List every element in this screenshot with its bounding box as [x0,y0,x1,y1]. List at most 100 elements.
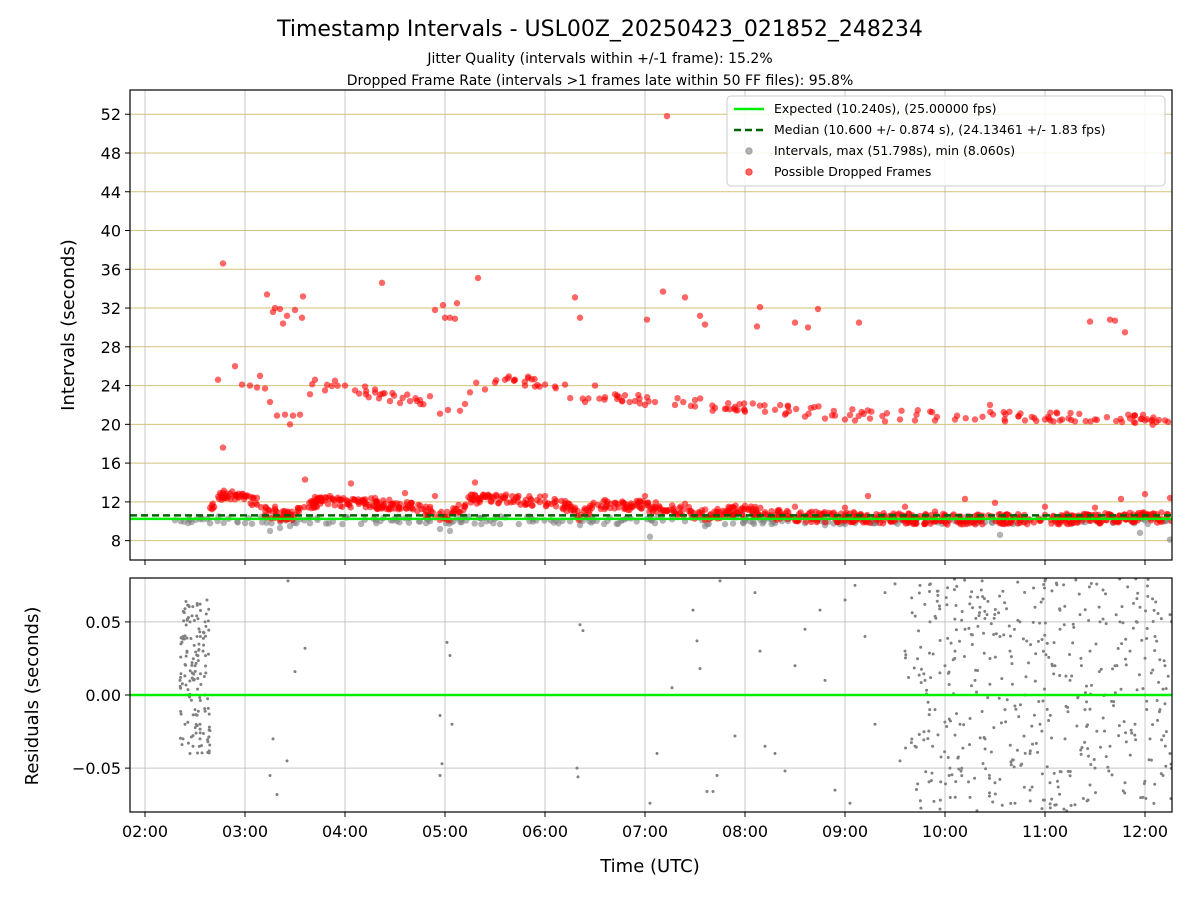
legend-frame [726,95,1166,187]
residual-point [1138,605,1142,609]
residual-point [705,790,709,794]
residual-point [1042,687,1046,691]
dropped-frame-point [622,505,629,512]
dropped-frame-point [713,508,721,515]
top-axes-frame [129,89,1173,561]
residual-point [954,603,958,607]
residual-point [988,656,992,660]
residual-point [1064,704,1068,708]
dropped-frame-point [792,405,800,413]
dropped-frame-point [365,393,372,401]
residual-point [843,598,847,602]
dropped-frame-point [552,503,560,510]
residual-point [1012,627,1016,631]
residual-point [758,649,762,653]
dropped-frame-point [1121,329,1129,336]
residual-point [180,682,184,686]
residual-point [1085,700,1089,704]
residual-point [955,584,959,588]
residual-point [1099,667,1103,671]
residual-point [1101,716,1105,720]
residual-point [1095,729,1099,733]
residual-point [977,614,981,618]
residual-point [198,634,202,638]
interval-point [268,519,275,527]
x-tick-label: 03:00 [222,822,268,841]
residual-point [971,606,975,610]
dropped-frame-point [566,500,573,508]
dropped-frame-point [989,411,997,418]
dropped-frame-point [361,383,369,390]
residual-point [929,676,933,680]
dropped-frame-point [741,502,749,509]
residual-point [927,713,931,717]
residual-point [958,639,962,643]
dropped-frame-point [1021,417,1029,424]
residual-point [1062,623,1066,627]
residual-point [1140,638,1144,642]
residual-point [989,750,993,754]
dropped-frame-point [643,316,651,323]
residual-point [1016,618,1020,622]
residual-point [907,675,911,679]
residual-point [992,726,996,730]
residual-point [952,578,956,581]
dropped-frame-point [911,417,919,424]
residual-point [1016,580,1020,584]
dropped-frame-point [331,501,338,509]
top-y-tick-label: 28 [101,338,121,357]
residual-point [1155,698,1159,702]
interval-point [286,522,294,530]
residual-point [1068,653,1072,657]
residual-point [1162,734,1166,738]
residual-point [1144,796,1148,800]
residual-point [1093,766,1097,770]
residual-point [923,602,927,606]
residual-point [1083,708,1087,712]
dropped-frame-point [757,504,764,512]
residual-point [1068,769,1072,773]
residual-point [183,663,187,667]
dropped-frame-point [219,444,227,451]
residual-point [1103,729,1107,733]
dropped-frame-point [1091,504,1099,511]
residual-point [1040,637,1044,641]
dropped-frame-point [328,382,336,390]
residual-point [1144,609,1148,613]
residual-point [1134,738,1138,742]
residual-point [936,593,940,597]
dropped-frame-point [529,502,536,509]
residual-point [916,782,920,786]
residual-point [1111,667,1115,671]
dropped-frame-point [685,507,693,515]
residual-point [753,591,757,595]
dropped-frame-point [652,505,659,512]
dropped-frame-point [581,398,589,406]
residual-point [986,599,990,603]
residual-point [206,652,210,656]
dropped-frame-point [543,502,550,509]
top-y-tick-label: 40 [101,222,121,241]
dropped-frame-point [1161,417,1169,424]
residual-point [974,616,978,620]
residual-point [203,707,207,711]
residual-point [203,634,207,638]
residual-point [648,801,652,805]
dropped-frame-point [834,518,841,526]
residual-point [1036,750,1040,754]
residual-point [1009,763,1013,767]
residual-point [1078,613,1082,617]
residual-point [196,617,200,621]
residual-point [981,595,985,599]
dropped-frame-point [238,381,246,388]
chart-subtitle-jitter: Jitter Quality (intervals within +/-1 fr… [426,51,772,67]
interval-point [446,527,454,535]
residual-point [983,616,987,620]
residual-point [198,630,202,634]
residual-point [1152,608,1156,612]
dropped-frame-point [601,393,609,401]
residual-point [803,627,807,631]
dropped-frame-point [280,509,288,516]
chart-title: Timestamp Intervals - USL00Z_20250423_02… [276,17,923,42]
residual-point [1009,655,1013,659]
